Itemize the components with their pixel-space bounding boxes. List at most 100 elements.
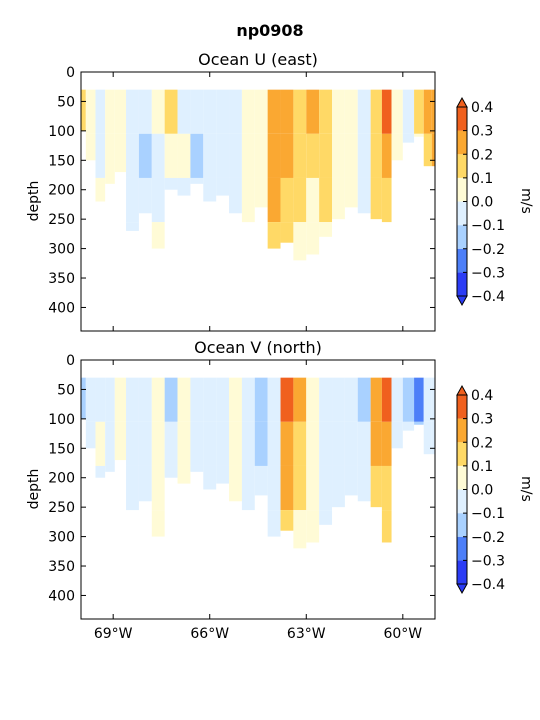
data-cell	[105, 133, 115, 178]
data-cell	[267, 465, 281, 511]
data-cell	[164, 421, 178, 466]
data-cell	[95, 177, 106, 202]
data-cell	[381, 89, 392, 134]
data-cell	[431, 133, 435, 167]
data-cell	[216, 177, 230, 196]
data-cell	[138, 377, 152, 422]
data-cell	[391, 421, 403, 449]
colorbar: 0.4 0.3 0.2 0.1 0.0 −0.1 −0.2 −0.3 −0.4	[456, 96, 505, 307]
colorbar-segment	[457, 201, 467, 226]
data-cell	[85, 421, 96, 449]
data-cell	[319, 421, 333, 466]
data-cell	[357, 133, 371, 178]
y-tick-label: 150	[48, 441, 75, 457]
colorbar: 0.4 0.3 0.2 0.1 0.0 −0.1 −0.2 −0.3 −0.4	[456, 384, 505, 595]
data-cell	[164, 377, 178, 422]
data-cell	[105, 177, 115, 184]
colorbar-tick-label: 0.2	[471, 435, 493, 451]
y-tick-label: 150	[48, 153, 75, 169]
colorbar-tick-label: −0.4	[471, 289, 505, 305]
data-cell	[344, 421, 358, 466]
data-cell	[216, 377, 230, 422]
colorbar-tick-label: −0.3	[471, 553, 505, 569]
data-cell	[381, 510, 392, 543]
colorbar-segment	[457, 536, 467, 561]
data-cell	[241, 465, 255, 511]
data-cell	[254, 421, 268, 466]
data-cell	[414, 133, 424, 137]
data-cell	[319, 89, 333, 134]
data-cell	[138, 133, 152, 178]
data-cell	[332, 89, 345, 134]
data-cell	[319, 133, 333, 178]
data-cell	[357, 377, 371, 422]
y-tick-label: 300	[48, 530, 75, 546]
data-cell	[254, 377, 268, 422]
data-cell	[216, 421, 230, 466]
data-cell	[190, 377, 204, 422]
x-tick-label: 69°W	[94, 626, 133, 642]
y-axis-label: depth	[26, 469, 42, 510]
colorbar-tick-label: 0.3	[471, 412, 493, 428]
colorbar-segment	[457, 225, 467, 249]
data-cell	[381, 133, 392, 178]
data-cell	[95, 133, 106, 178]
data-cell	[344, 177, 358, 208]
data-cell	[151, 133, 165, 178]
data-cell	[402, 377, 415, 422]
colorbar-segment	[457, 272, 467, 297]
data-cell	[190, 421, 204, 466]
y-tick-label: 250	[48, 500, 75, 516]
data-cell	[414, 377, 424, 422]
y-tick-label: 200	[48, 183, 75, 199]
data-cell	[319, 510, 333, 525]
data-cell	[114, 377, 127, 422]
data-cell	[177, 377, 191, 422]
data-cell	[319, 177, 333, 223]
data-cell	[229, 465, 242, 502]
data-cell	[241, 133, 255, 178]
data-cell	[138, 465, 152, 502]
data-cell	[357, 177, 371, 214]
y-tick-label: 0	[66, 353, 75, 369]
y-tick-label: 350	[48, 271, 75, 287]
data-cell	[332, 377, 345, 422]
data-cell	[306, 510, 320, 543]
data-cell	[105, 421, 115, 466]
data-cell	[293, 421, 307, 466]
data-cell	[381, 377, 392, 422]
data-cell	[423, 421, 432, 455]
data-cell	[370, 465, 382, 508]
data-cell	[306, 133, 320, 178]
y-tick-label: 200	[48, 471, 75, 487]
data-cell	[280, 465, 294, 511]
data-cell	[344, 133, 358, 178]
data-cell	[105, 465, 115, 472]
colorbar-segment	[457, 248, 467, 273]
data-cell	[126, 177, 139, 223]
data-cell	[105, 89, 115, 134]
data-cell	[370, 133, 382, 178]
colorbar-tick-label: 0.0	[471, 195, 493, 211]
data-cell	[306, 177, 320, 223]
data-cell	[85, 377, 96, 422]
colorbar-tick-label: 0.4	[471, 100, 493, 116]
y-tick-label: 350	[48, 559, 75, 575]
data-cell	[391, 133, 403, 161]
data-cell	[254, 89, 268, 134]
data-cell	[370, 377, 382, 422]
data-cell	[332, 133, 345, 178]
data-cell	[414, 89, 424, 134]
data-cell	[370, 89, 382, 134]
data-cell	[203, 377, 217, 422]
colorbar-segment	[457, 513, 467, 537]
data-cell	[229, 133, 242, 178]
data-cell	[151, 421, 165, 466]
data-cell	[138, 89, 152, 134]
data-cell	[151, 377, 165, 422]
data-cell	[431, 89, 435, 134]
data-cell	[402, 421, 415, 431]
data-cell	[177, 421, 191, 466]
data-cell	[402, 89, 415, 134]
